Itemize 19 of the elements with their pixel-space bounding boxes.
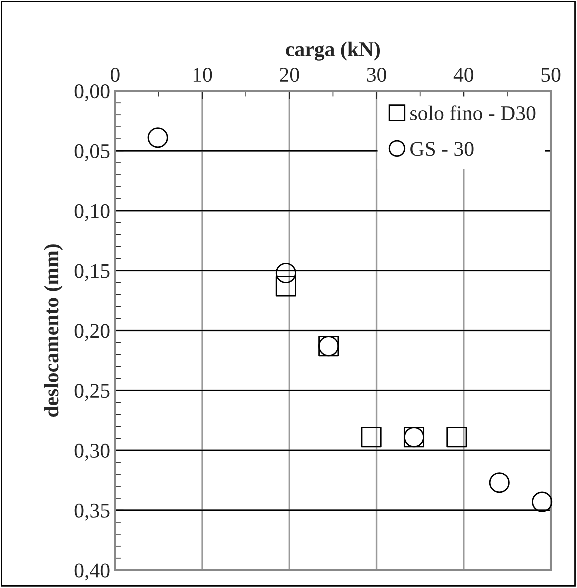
legend-label: solo fino - D30 bbox=[410, 106, 536, 121]
y-tick-label: 0,25 bbox=[74, 384, 110, 402]
y-tick-label: 0,00 bbox=[74, 84, 110, 102]
y-tick-label: 0,35 bbox=[74, 504, 110, 521]
legend-label: GS - 30 bbox=[410, 142, 474, 156]
x-tick-label: 0 bbox=[110, 68, 120, 82]
y-axis-title: deslocamento (mm) bbox=[44, 244, 63, 417]
y-tick-label: 0,20 bbox=[74, 324, 110, 342]
x-tick-label: 50 bbox=[542, 68, 561, 82]
x-tick-label: 30 bbox=[367, 68, 386, 82]
y-tick-label: 0,05 bbox=[74, 144, 110, 162]
x-tick-label: 40 bbox=[454, 68, 474, 82]
y-tick-label: 0,10 bbox=[74, 204, 110, 222]
x-tick-label: 10 bbox=[194, 68, 212, 82]
y-tick-label: 0,15 bbox=[74, 264, 110, 282]
x-tick-label: 20 bbox=[280, 68, 300, 82]
x-axis-title: carga (kN) bbox=[286, 42, 380, 61]
y-tick-label: 0,40 bbox=[74, 564, 110, 581]
y-tick-label: 0,30 bbox=[74, 444, 110, 461]
